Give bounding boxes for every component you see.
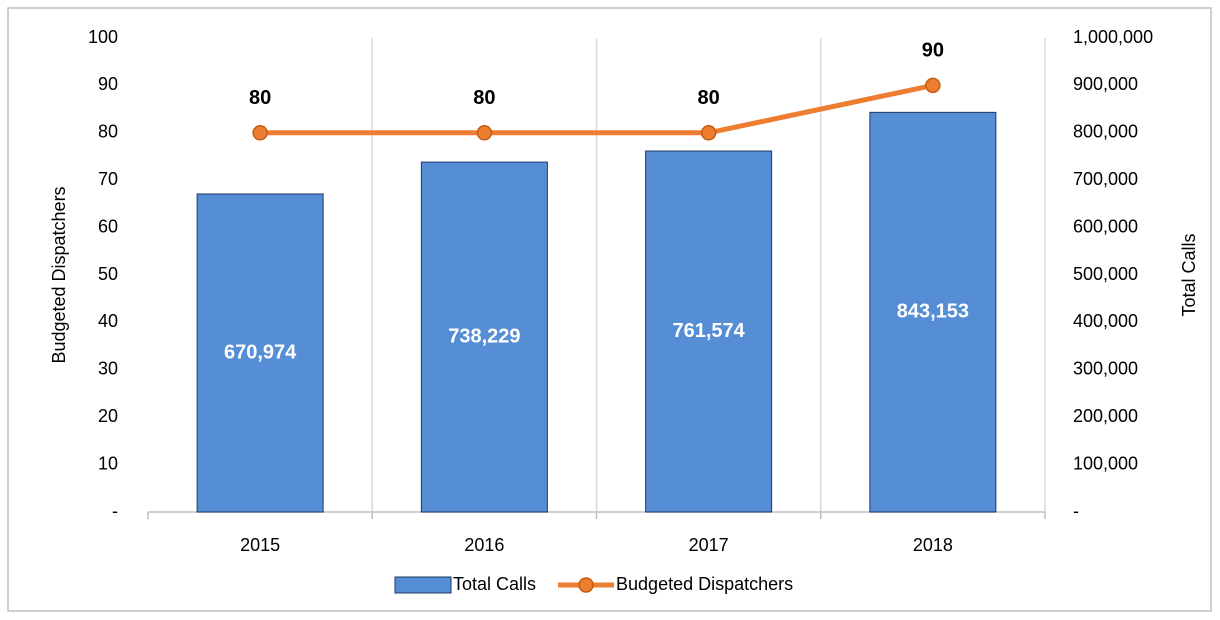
y-tick-label: 10 [98, 453, 118, 473]
line-marker [252, 125, 268, 141]
y2-tick-label: 600,000 [1073, 216, 1138, 236]
chart-frame [7, 7, 1212, 612]
y2-tick-label: 100,000 [1073, 453, 1138, 473]
bar-value-label: 670,974 [224, 341, 297, 363]
x-tick-label: 2016 [464, 535, 504, 555]
y-tick-label: 30 [98, 359, 118, 379]
y2-tick-label: 200,000 [1073, 406, 1138, 426]
line-value-label: 80 [698, 87, 720, 109]
bar [196, 193, 324, 513]
y-tick-label: 80 [98, 122, 118, 142]
x-tick-label: 2018 [913, 535, 953, 555]
y-tick-label: 70 [98, 169, 118, 189]
y-tick-label: 60 [98, 216, 118, 236]
y-axis-label: Budgeted Dispatchers [49, 186, 69, 363]
y-tick-label: 50 [98, 264, 118, 284]
y2-tick-label: 700,000 [1073, 169, 1138, 189]
line-value-label: 80 [249, 87, 271, 109]
line-marker [476, 125, 493, 141]
bar-value-label: 843,153 [897, 300, 969, 322]
y-tick-label: 20 [98, 406, 118, 426]
y2-tick-label: 1,000,000 [1073, 27, 1153, 47]
legend-marker [578, 577, 594, 593]
line-marker [700, 125, 717, 141]
bar-value-label: 738,229 [448, 325, 520, 347]
y-tick-label: 90 [98, 74, 118, 94]
bar [645, 150, 773, 513]
y2-tick-label: 900,000 [1073, 74, 1138, 94]
bar-value-label: 761,574 [672, 320, 745, 342]
y2-tick-label: 400,000 [1073, 311, 1138, 331]
y2-tick-label: 500,000 [1073, 264, 1138, 284]
bar [869, 111, 997, 513]
x-tick-label: 2015 [240, 535, 280, 555]
y2-axis-label: Total Calls [1179, 233, 1199, 316]
y-tick-label: 40 [98, 311, 118, 331]
legend-label: Budgeted Dispatchers [616, 574, 793, 594]
y-tick-label: 100 [88, 27, 118, 47]
y2-tick-label: 800,000 [1073, 122, 1138, 142]
legend-label: Total Calls [453, 574, 536, 594]
legend-swatch [394, 576, 452, 594]
line-marker [925, 77, 941, 94]
bar [420, 161, 548, 513]
x-tick-label: 2017 [689, 535, 729, 555]
line-value-label: 90 [922, 40, 944, 62]
line [260, 82, 934, 136]
y-tick-label: - [112, 501, 118, 521]
y2-tick-label: - [1073, 501, 1079, 521]
line-value-label: 80 [473, 87, 495, 109]
y2-tick-label: 300,000 [1073, 359, 1138, 379]
